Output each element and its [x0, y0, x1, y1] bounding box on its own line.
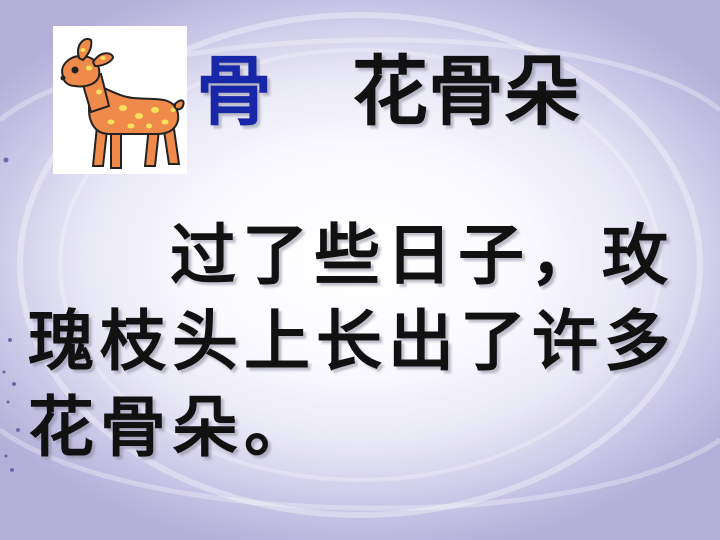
passage-line-3: 花骨朵。	[28, 389, 316, 466]
deer-icon	[60, 38, 185, 169]
passage-line-2: 瑰枝头上长出了许多	[28, 303, 676, 380]
title-character: 骨	[196, 47, 272, 136]
passage-line-1: 过了些日子，玫	[170, 217, 674, 294]
title-word: 花骨朵	[352, 47, 580, 136]
deer-image	[53, 26, 187, 174]
